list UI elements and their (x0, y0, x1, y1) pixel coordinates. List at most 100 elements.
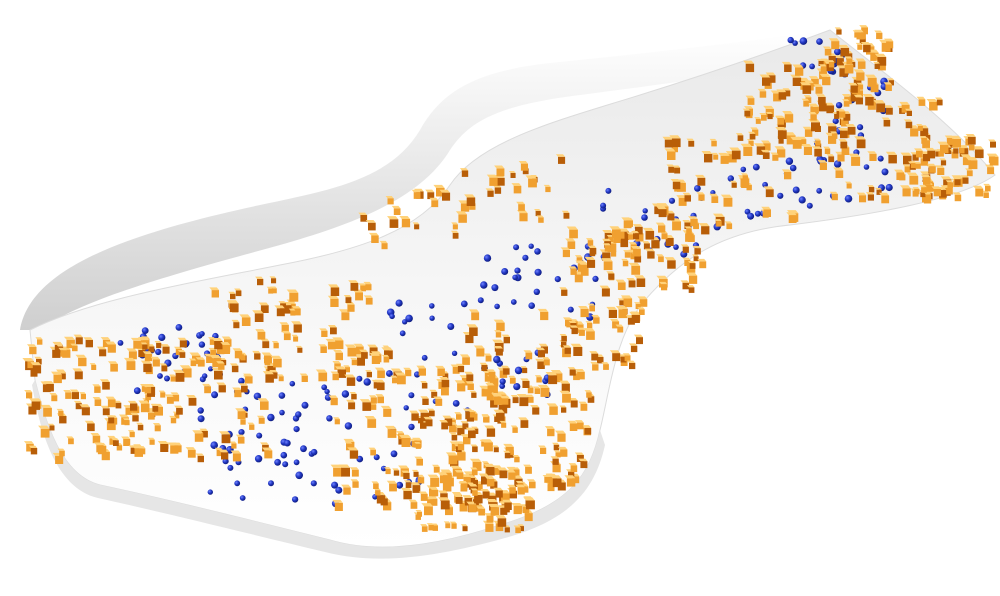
cube-particle (560, 247, 570, 258)
cube-particle (411, 469, 419, 477)
cube-particle (295, 345, 303, 353)
cube-particle (760, 140, 771, 151)
cube-particle (400, 487, 412, 500)
cube-particle (578, 401, 588, 411)
cube-particle (401, 470, 410, 480)
cube-particle (590, 361, 599, 371)
sphere-particle (740, 166, 747, 173)
cube-particle (873, 61, 880, 69)
cube-particle (565, 238, 576, 249)
cube-particle (687, 285, 695, 293)
cube-particle (470, 488, 478, 496)
cube-particle (987, 154, 996, 163)
sphere-particle (208, 366, 214, 372)
cube-particle (399, 216, 411, 228)
sphere-particle (356, 375, 363, 382)
sphere-particle (513, 383, 521, 391)
cube-particle (466, 501, 477, 513)
cube-particle (464, 371, 474, 382)
cube-particle (415, 509, 422, 517)
cube-particle (99, 379, 110, 390)
cube-particle (709, 138, 717, 147)
sphere-particle (694, 185, 701, 192)
cube-particle (491, 393, 503, 405)
cube-particle (411, 189, 421, 199)
sphere-particle (752, 163, 760, 171)
cube-particle (136, 422, 144, 431)
cube-particle (544, 426, 555, 437)
cube-particle (546, 403, 558, 415)
cube-particle (837, 109, 846, 118)
sphere-particle (514, 267, 521, 274)
cube-particle (718, 152, 729, 164)
sphere-particle (356, 455, 364, 463)
cube-particle (628, 343, 638, 353)
cube-particle (468, 410, 476, 418)
cube-particle (256, 415, 265, 424)
cube-particle (350, 357, 358, 366)
cube-particle (199, 428, 208, 438)
cube-particle (894, 169, 905, 180)
cube-particle (761, 206, 772, 217)
cube-particle (655, 222, 666, 233)
sphere-particle (491, 284, 499, 292)
cube-particle (501, 334, 511, 344)
cube-particle (459, 168, 469, 177)
cube-particle (442, 415, 453, 426)
sphere-particle (207, 489, 213, 495)
sphere-particle (816, 187, 823, 194)
cube-particle (28, 445, 38, 455)
cube-particle (626, 277, 636, 288)
cube-particle (927, 163, 936, 173)
cube-particle (642, 227, 655, 240)
sphere-particle (673, 244, 679, 250)
sphere-particle (533, 288, 540, 295)
sphere-particle (528, 302, 535, 310)
cube-particle (672, 165, 681, 174)
cube-particle (559, 287, 568, 296)
cube-particle (865, 192, 875, 201)
sphere-particle (157, 373, 163, 379)
cube-particle (333, 417, 340, 425)
cube-particle (107, 435, 117, 445)
cube-particle (170, 392, 180, 402)
cube-particle (686, 138, 695, 147)
cube-particle (724, 221, 733, 230)
cube-particle (759, 112, 767, 121)
cube-particle (899, 101, 910, 113)
cube-particle (380, 405, 392, 417)
sphere-particle (528, 243, 534, 249)
cube-particle (460, 524, 468, 532)
sphere-particle (534, 268, 542, 276)
sphere-particle (202, 373, 208, 379)
cube-particle (513, 503, 523, 513)
cube-particle (89, 363, 97, 370)
cube-particle (494, 165, 505, 177)
sphere-particle (792, 40, 798, 46)
cube-particle (384, 425, 397, 438)
cube-particle (782, 88, 791, 97)
cube-particle (557, 446, 568, 457)
cube-particle (867, 185, 875, 193)
sphere-particle (452, 400, 460, 407)
cube-particle (867, 151, 877, 161)
cube-particle (228, 291, 236, 300)
sphere-particle (324, 388, 330, 395)
cube-particle (358, 283, 367, 292)
cube-particle (545, 372, 558, 385)
sphere-particle (510, 299, 517, 305)
cube-particle (578, 305, 589, 318)
cube-particle (883, 105, 893, 115)
cube-particle (516, 210, 528, 222)
cube-particle (960, 175, 969, 184)
cube-particle (58, 347, 67, 357)
cube-particle (913, 148, 923, 158)
cube-particle (177, 337, 187, 348)
cube-particle (403, 367, 412, 377)
sphere-particle (483, 254, 492, 262)
cube-particle (730, 180, 737, 188)
cube-particle (916, 123, 923, 131)
cube-particle (121, 436, 131, 446)
cube-particle (330, 464, 342, 477)
cube-particle (525, 175, 537, 188)
